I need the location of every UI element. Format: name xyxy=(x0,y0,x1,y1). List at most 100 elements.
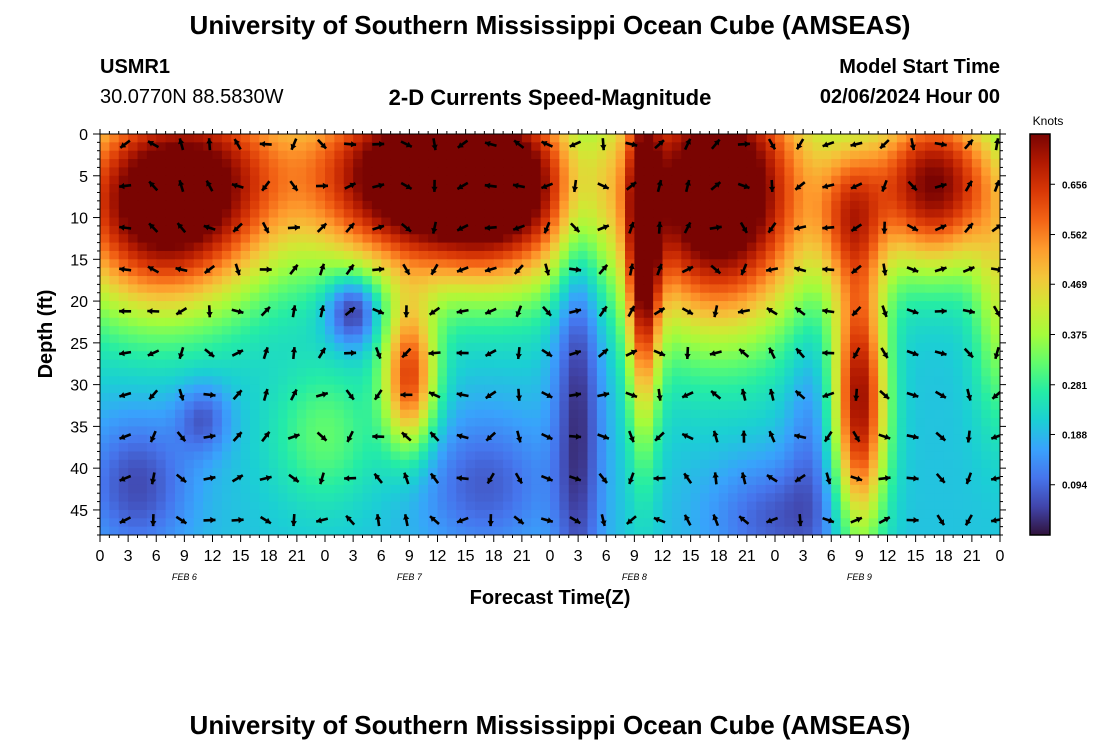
heatmap-cell xyxy=(765,443,776,453)
heatmap-cell xyxy=(381,267,392,277)
heatmap-cell xyxy=(878,317,889,327)
current-arrow xyxy=(794,433,807,440)
heatmap-cell xyxy=(990,468,1000,478)
heatmap-cell xyxy=(456,209,467,219)
heatmap-cell xyxy=(878,342,889,352)
heatmap-cell xyxy=(587,242,598,252)
current-arrow xyxy=(850,516,863,524)
heatmap-cell xyxy=(868,292,879,302)
heatmap-cell xyxy=(728,459,739,469)
heatmap-cell xyxy=(484,376,495,386)
heatmap-cell xyxy=(484,493,495,503)
heatmap-cell xyxy=(184,409,195,419)
heatmap-cell xyxy=(193,468,204,478)
heatmap-cell xyxy=(934,509,945,519)
heatmap-cell xyxy=(475,184,485,194)
heatmap-cell xyxy=(334,342,345,352)
heatmap-cell xyxy=(381,376,392,386)
heatmap-cell xyxy=(465,334,476,344)
heatmap-cell xyxy=(381,476,392,486)
heatmap-cell xyxy=(728,259,739,269)
heatmap-cell xyxy=(343,175,354,185)
current-arrow xyxy=(850,223,863,233)
heatmap-cell xyxy=(118,409,129,419)
heatmap-cell xyxy=(906,401,917,411)
heatmap-cell xyxy=(756,468,767,478)
heatmap-cell xyxy=(400,484,410,494)
heatmap-cell xyxy=(887,334,898,344)
heatmap-cell xyxy=(146,484,157,494)
heatmap-cell xyxy=(784,150,795,160)
heatmap-cell xyxy=(812,234,823,244)
heatmap-cell xyxy=(343,351,354,361)
heatmap-cell xyxy=(390,493,401,503)
heatmap-cell xyxy=(540,376,551,386)
heatmap-cell xyxy=(634,142,645,152)
heatmap-cell xyxy=(859,526,870,535)
heatmap-cell xyxy=(671,384,682,394)
heatmap-cell xyxy=(887,426,898,436)
heatmap-cell xyxy=(381,526,392,535)
heatmap-cell xyxy=(503,384,514,394)
heatmap-cell xyxy=(456,326,467,336)
heatmap-cell xyxy=(775,200,785,210)
heatmap-cell xyxy=(418,301,429,311)
heatmap-cell xyxy=(962,200,973,210)
heatmap-cell xyxy=(296,376,307,386)
heatmap-cell xyxy=(418,175,429,185)
heatmap-cell xyxy=(128,217,139,227)
heatmap-cell xyxy=(625,509,635,519)
heatmap-cell xyxy=(521,451,532,461)
heatmap-cell xyxy=(484,451,495,461)
heatmap-cell xyxy=(362,418,373,427)
heatmap-cell xyxy=(606,284,617,294)
heatmap-cell xyxy=(784,342,795,352)
heatmap-cell xyxy=(615,134,626,143)
current-arrow xyxy=(740,430,747,443)
heatmap-cell xyxy=(737,159,748,169)
current-arrow xyxy=(627,430,635,443)
heatmap-cell xyxy=(531,150,542,160)
heatmap-cell xyxy=(643,351,654,361)
current-arrow xyxy=(625,141,638,148)
heatmap-cell xyxy=(362,150,373,160)
heatmap-cell xyxy=(990,409,1000,419)
heatmap-cell xyxy=(128,159,139,169)
heatmap-cell xyxy=(418,209,429,219)
heatmap-cell xyxy=(850,192,860,202)
heatmap-cell xyxy=(793,200,804,210)
heatmap-cell xyxy=(109,209,120,219)
heatmap-cell xyxy=(100,359,110,369)
x-tick-label: 12 xyxy=(204,548,222,565)
heatmap-cell xyxy=(643,501,654,511)
heatmap-cell xyxy=(850,250,860,260)
heatmap-cell xyxy=(812,493,823,503)
current-arrow xyxy=(289,263,299,276)
heatmap-cell xyxy=(259,301,270,311)
heatmap-cell xyxy=(446,451,457,461)
heatmap-cell xyxy=(146,326,157,336)
heatmap-cell xyxy=(315,259,326,269)
heatmap-cell xyxy=(653,443,664,453)
heatmap-cell xyxy=(887,192,898,202)
heatmap-cell xyxy=(700,434,710,444)
heatmap-cell xyxy=(184,167,195,177)
heatmap-cell xyxy=(540,159,551,169)
heatmap-cell xyxy=(118,526,129,535)
heatmap-cell xyxy=(812,225,823,235)
heatmap-cell xyxy=(259,250,270,260)
heatmap-cell xyxy=(221,376,232,386)
heatmap-cell xyxy=(231,509,242,519)
heatmap-cell xyxy=(728,384,739,394)
heatmap-cell xyxy=(681,526,692,535)
heatmap-cell xyxy=(193,476,204,486)
heatmap-cell xyxy=(240,301,251,311)
heatmap-cell xyxy=(756,459,767,469)
heatmap-cell xyxy=(615,217,626,227)
current-arrow xyxy=(906,349,919,357)
heatmap-cell xyxy=(512,250,523,260)
heatmap-cell xyxy=(756,225,767,235)
heatmap-cell xyxy=(812,484,823,494)
heatmap-cell xyxy=(503,284,514,294)
current-arrow xyxy=(569,433,582,440)
